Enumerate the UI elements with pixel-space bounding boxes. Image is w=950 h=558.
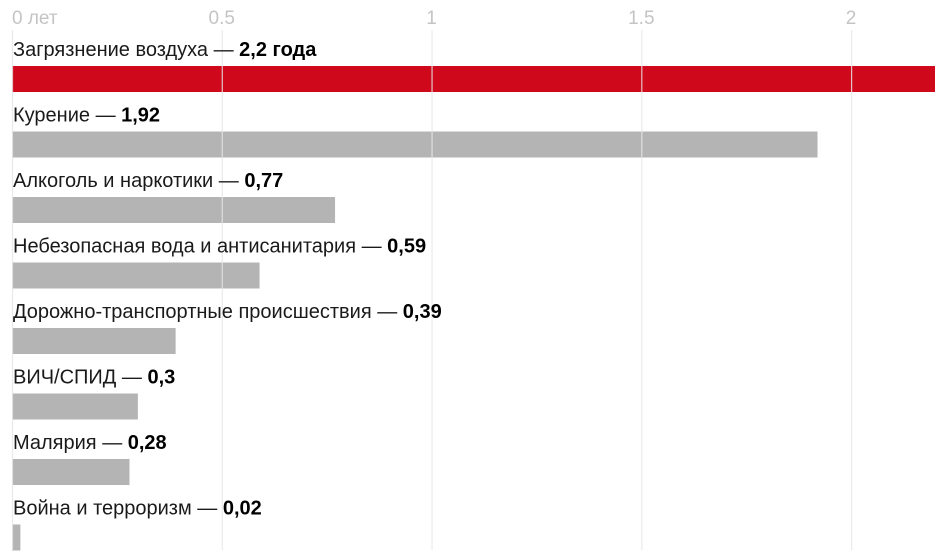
data-label: 0,28 xyxy=(128,432,167,454)
data-label: 0,39 xyxy=(403,301,442,323)
category-label: Малярия — 0,28 xyxy=(13,432,167,454)
bar xyxy=(12,459,130,485)
category-label: Война и терроризм — 0,02 xyxy=(13,498,262,520)
data-label: 0,3 xyxy=(147,367,175,389)
category-name: Алкоголь и наркотики — xyxy=(13,170,244,192)
data-label: 0,02 xyxy=(223,498,262,520)
category-name: Курение — xyxy=(13,105,121,127)
bars-group xyxy=(12,66,935,551)
bar xyxy=(12,262,260,289)
gridlines xyxy=(11,30,853,550)
category-name: Война и терроризм — xyxy=(13,498,223,520)
tick-label: 1.5 xyxy=(628,8,654,29)
category-name: Дорожно-транспортные происшествия — xyxy=(13,301,403,323)
tick-label: 2 xyxy=(846,8,857,29)
bar xyxy=(12,328,176,354)
category-label: Загрязнение воздуха — 2,2 года xyxy=(13,39,317,61)
data-label: 1,92 xyxy=(121,105,160,127)
bar xyxy=(12,393,138,420)
data-label: 2,2 года xyxy=(239,39,317,61)
data-label: 0,77 xyxy=(244,170,283,192)
category-name: ВИЧ/СПИД — xyxy=(13,367,147,389)
category-name: Небезопасная вода и антисанитария — xyxy=(13,236,387,258)
bar xyxy=(12,131,818,158)
data-label: 0,59 xyxy=(387,236,426,258)
bar xyxy=(12,197,336,223)
tick-label: 1 xyxy=(426,8,437,29)
category-label: Алкоголь и наркотики — 0,77 xyxy=(13,170,283,192)
tick-label: 0.5 xyxy=(209,8,235,29)
category-label: Дорожно-транспортные происшествия — 0,39 xyxy=(13,301,442,323)
bar xyxy=(12,66,935,92)
category-label: Курение — 1,92 xyxy=(13,105,160,127)
bar xyxy=(12,524,21,551)
category-name: Загрязнение воздуха — xyxy=(13,39,239,61)
tick-label: 0 лет xyxy=(12,8,58,29)
category-name: Малярия — xyxy=(13,432,128,454)
category-label: ВИЧ/СПИД — 0,3 xyxy=(13,367,175,389)
category-label: Небезопасная вода и антисанитария — 0,59 xyxy=(13,236,426,258)
